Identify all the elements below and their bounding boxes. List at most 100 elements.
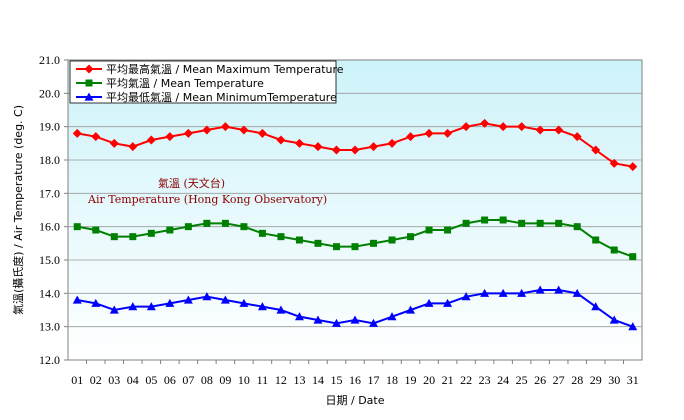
data-point — [517, 288, 527, 297]
data-point — [609, 315, 619, 324]
data-point — [239, 298, 249, 307]
data-point — [388, 236, 396, 244]
data-point — [72, 128, 82, 138]
x-tick-label: 07 — [182, 373, 194, 387]
x-tick-label: 04 — [127, 373, 139, 387]
data-point — [535, 285, 545, 294]
x-axis-title: 日期 / Date — [326, 394, 385, 407]
data-point — [202, 125, 212, 135]
x-tick-label: 03 — [108, 373, 120, 387]
data-point — [184, 223, 192, 231]
data-point — [73, 223, 81, 231]
x-tick-label: 26 — [534, 373, 546, 387]
data-point — [387, 312, 397, 321]
y-tick-label: 16.0 — [39, 220, 60, 234]
data-point — [220, 122, 230, 132]
x-tick-label: 09 — [219, 373, 231, 387]
data-point — [609, 158, 619, 168]
data-point — [257, 128, 267, 138]
data-point — [84, 92, 94, 101]
data-point — [591, 302, 601, 311]
data-point — [128, 302, 138, 311]
data-point — [498, 288, 508, 297]
series-group — [72, 118, 638, 331]
data-point — [146, 135, 156, 145]
data-point — [331, 318, 341, 327]
data-point — [165, 132, 175, 142]
data-point — [276, 305, 286, 314]
y-axis-ticks: 12.0 13.0 14.0 15.0 16.0 17.0 18.0 19.0 20.0 21.0 — [39, 53, 68, 367]
data-point — [425, 226, 433, 234]
annotation-chinese: 氣溫 (天文台) — [158, 176, 225, 190]
data-point — [407, 233, 415, 241]
data-point — [183, 295, 193, 304]
data-point — [276, 135, 286, 145]
data-point — [461, 122, 471, 132]
x-tick-label: 23 — [479, 373, 491, 387]
data-point — [91, 298, 101, 307]
x-tick-label: 15 — [330, 373, 342, 387]
y-tick-label: 21.0 — [39, 53, 60, 67]
data-point — [166, 226, 174, 234]
data-point — [591, 145, 601, 155]
data-point — [424, 298, 434, 307]
y-tick-label: 15.0 — [39, 253, 60, 267]
data-point — [518, 219, 526, 227]
x-tick-label: 11 — [257, 373, 269, 387]
data-point — [498, 122, 508, 132]
x-tick-label: 25 — [516, 373, 528, 387]
data-point — [535, 125, 545, 135]
x-tick-label: 10 — [238, 373, 250, 387]
data-point — [555, 219, 563, 227]
data-point — [110, 233, 118, 241]
data-point — [369, 142, 379, 152]
y-tick-label: 13.0 — [39, 320, 60, 334]
x-tick-label: 08 — [201, 373, 213, 387]
x-tick-label: 06 — [164, 373, 176, 387]
data-point — [258, 229, 266, 237]
data-point — [536, 219, 544, 227]
data-point — [147, 229, 155, 237]
data-point — [277, 233, 285, 241]
data-point — [387, 138, 397, 148]
data-point — [462, 219, 470, 227]
data-point — [350, 145, 360, 155]
series-3 — [72, 285, 638, 331]
data-point — [628, 162, 638, 172]
legend-label: 平均最低氣溫 / Mean MinimumTemperature — [106, 90, 337, 104]
data-point — [351, 243, 359, 251]
series-2 — [73, 216, 637, 261]
data-point — [128, 142, 138, 152]
data-point — [480, 118, 490, 128]
data-point — [220, 295, 230, 304]
y-tick-label: 14.0 — [39, 286, 60, 300]
plot-area — [67, 59, 643, 361]
data-point — [257, 302, 267, 311]
y-axis-title: 氣溫(攝氏度) / Air Temperature (deg. C) — [11, 105, 25, 315]
data-point — [628, 322, 638, 331]
data-point — [332, 243, 340, 251]
data-point — [240, 223, 248, 231]
legend-box — [69, 60, 337, 104]
data-point — [91, 132, 101, 142]
data-point — [183, 128, 193, 138]
legend-label: 平均氣溫 / Mean Temperature — [106, 76, 264, 90]
annotation-english: Air Temperature (Hong Kong Observatory) — [87, 193, 327, 206]
x-tick-label: 12 — [275, 373, 287, 387]
data-point — [85, 79, 93, 87]
data-point — [369, 318, 379, 327]
data-point — [165, 298, 175, 307]
data-point — [370, 239, 378, 247]
data-point — [146, 302, 156, 311]
gridlines — [68, 92, 642, 328]
data-point — [84, 64, 94, 74]
data-point — [572, 288, 582, 297]
data-point — [481, 216, 489, 224]
x-tick-label: 02 — [90, 373, 102, 387]
y-tick-label: 19.0 — [39, 120, 60, 134]
data-point — [610, 246, 618, 254]
data-point — [92, 226, 100, 234]
x-tick-label: 16 — [349, 373, 361, 387]
data-point — [443, 298, 453, 307]
